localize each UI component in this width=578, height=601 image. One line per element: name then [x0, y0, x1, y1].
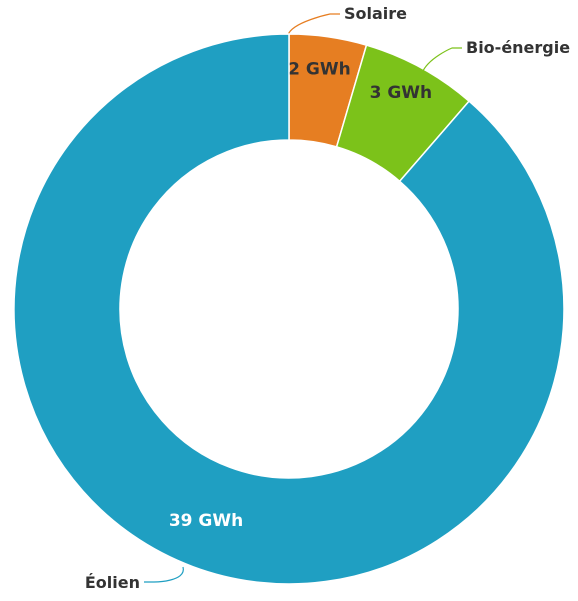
- callout-line-bio-energie: [421, 47, 462, 74]
- callout-line-eolien: [144, 566, 184, 583]
- slice-value-label-bio-energie: 3 GWh: [370, 83, 433, 103]
- slice-value-label-solaire: 2 GWh: [288, 59, 351, 79]
- callout-line-solaire: [287, 13, 340, 36]
- category-label-solaire: Solaire: [344, 4, 407, 23]
- slice-value-label-eolien: 39 GWh: [169, 511, 243, 531]
- category-label-bio-energie: Bio-énergie: [466, 38, 570, 57]
- slice-eolien[interactable]: [13, 33, 565, 585]
- category-label-eolien: Éolien: [85, 573, 140, 592]
